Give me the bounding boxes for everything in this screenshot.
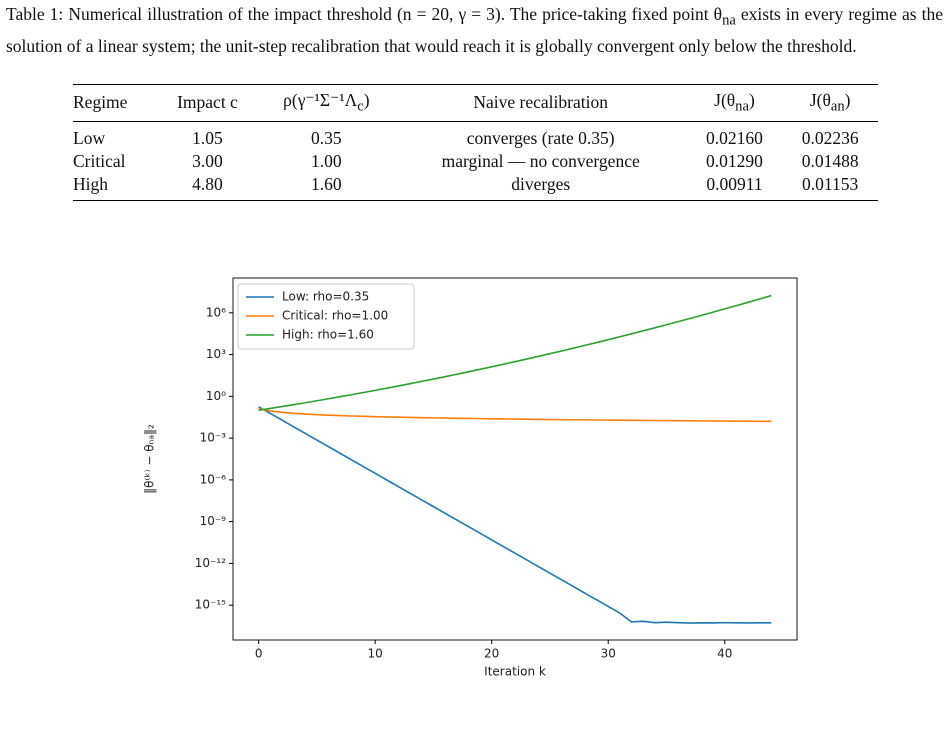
- table-cell: 0.35: [311, 127, 342, 148]
- h: ): [748, 90, 755, 110]
- legend-label: Low: rho=0.35: [282, 290, 369, 304]
- h: ): [363, 90, 370, 110]
- table-cell: 0.01488: [801, 150, 859, 171]
- table-cell: 1.00: [311, 150, 342, 171]
- chart: 10⁶ 10³ 10⁰ 10⁻³ 10⁻⁶ 10⁻⁹ 10⁻¹² 10⁻¹⁵ 0 10 20 30 40…: [143, 277, 798, 679]
- table-cell: Low: [73, 127, 106, 148]
- x-axis-label: Iteration k: [484, 665, 546, 679]
- h: J(θ: [809, 90, 831, 110]
- table-cell: 4.80: [156, 172, 258, 201]
- table-cell: 0.01290: [706, 150, 763, 171]
- table-cell: diverges: [394, 172, 687, 201]
- legend-label: Critical: rho=1.00: [282, 309, 388, 323]
- header-cell: ρ(γ⁻¹Σ⁻¹Λc): [257, 84, 395, 122]
- header-cell: J(θna): [686, 84, 783, 122]
- y-tick-label: 10⁻³: [200, 431, 227, 445]
- y-tick-label: 10⁶: [206, 305, 226, 319]
- table-cell: marginal — no convergence: [441, 150, 640, 171]
- table: Regime Impact c ρ(γ⁻¹Σ⁻¹Λc) Naive recali…: [73, 84, 878, 201]
- h-sub: c: [357, 98, 364, 115]
- y-tick-label: 10⁻⁹: [200, 514, 227, 528]
- h: J(θ: [714, 90, 736, 110]
- table-cell: 0.01153: [782, 172, 878, 201]
- h: ): [844, 90, 851, 110]
- header-cell: Impact c: [156, 84, 258, 122]
- table-row: Critical 3.00 1.00 marginal — no convergenc…: [73, 150, 878, 173]
- caption-sub: na: [722, 12, 736, 29]
- y-tick-label: 10⁻⁶: [200, 472, 227, 486]
- x-tick-label: 0: [255, 647, 263, 661]
- series-line: [258, 407, 772, 423]
- x-tick-label: 40: [717, 647, 732, 661]
- header-row: Regime Impact c ρ(γ⁻¹Σ⁻¹Λc) Naive recali…: [73, 84, 878, 122]
- series-line: [258, 294, 772, 412]
- table-cell: 1.60: [257, 172, 395, 201]
- y-tick-label: 10⁻¹²: [195, 556, 226, 570]
- header-cell: Naive recalibration: [394, 84, 687, 122]
- legend-label: High: rho=1.60: [282, 328, 374, 342]
- table-cell: Critical: [73, 150, 126, 171]
- table-row: Low 1.05 0.35 converges (rate 0.35) 0.02160 0…: [73, 121, 878, 150]
- x-tick-label: 30: [601, 647, 616, 661]
- table-cell: 0.00911: [686, 172, 783, 201]
- table-cell: 1.05: [192, 127, 223, 148]
- plot-frame: [232, 277, 798, 641]
- series-line: [258, 406, 772, 624]
- caption-text: Table 1: Numerical illustration of the i…: [6, 4, 723, 24]
- header-cell: Regime: [73, 84, 157, 122]
- table-row: High 4.80 1.60 diverges 0.00911 0.01153: [73, 172, 878, 201]
- table-cell: 0.02160: [706, 127, 763, 148]
- x-tick-label: 10: [368, 647, 383, 661]
- y-tick-label: 10⁻¹⁵: [195, 598, 226, 612]
- table-cell: converges (rate 0.35): [466, 127, 615, 148]
- legend-box: [237, 283, 415, 350]
- table-caption: Table 1: Numerical illustration of the i…: [6, 2, 943, 59]
- y-tick-label: 10⁰: [206, 389, 226, 403]
- h-sub: an: [830, 98, 845, 115]
- header-cell: J(θan): [782, 84, 878, 122]
- table-cell: 0.02236: [801, 127, 859, 148]
- x-tick-label: 20: [484, 647, 499, 661]
- h-sub: na: [735, 98, 749, 115]
- table-cell: High: [73, 172, 157, 201]
- y-tick-label: 10³: [206, 347, 226, 361]
- caption-text: exists in every regime as the solution o…: [6, 4, 943, 56]
- table-cell: 3.00: [192, 150, 223, 171]
- h: ρ(γ⁻¹Σ⁻¹Λ: [283, 90, 358, 110]
- y-axis-label: ‖θ⁽ᵏ⁾ − θₙₐ‖₂: [143, 424, 157, 494]
